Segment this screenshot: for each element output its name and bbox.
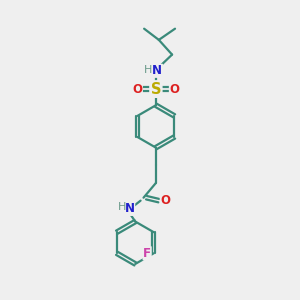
Text: O: O xyxy=(169,82,179,95)
Text: O: O xyxy=(160,194,170,207)
Text: S: S xyxy=(151,82,161,97)
Text: H: H xyxy=(118,202,126,212)
Text: F: F xyxy=(143,247,151,260)
Text: O: O xyxy=(132,82,142,95)
Text: N: N xyxy=(125,202,135,215)
Text: H: H xyxy=(143,65,152,75)
Text: N: N xyxy=(152,64,162,77)
